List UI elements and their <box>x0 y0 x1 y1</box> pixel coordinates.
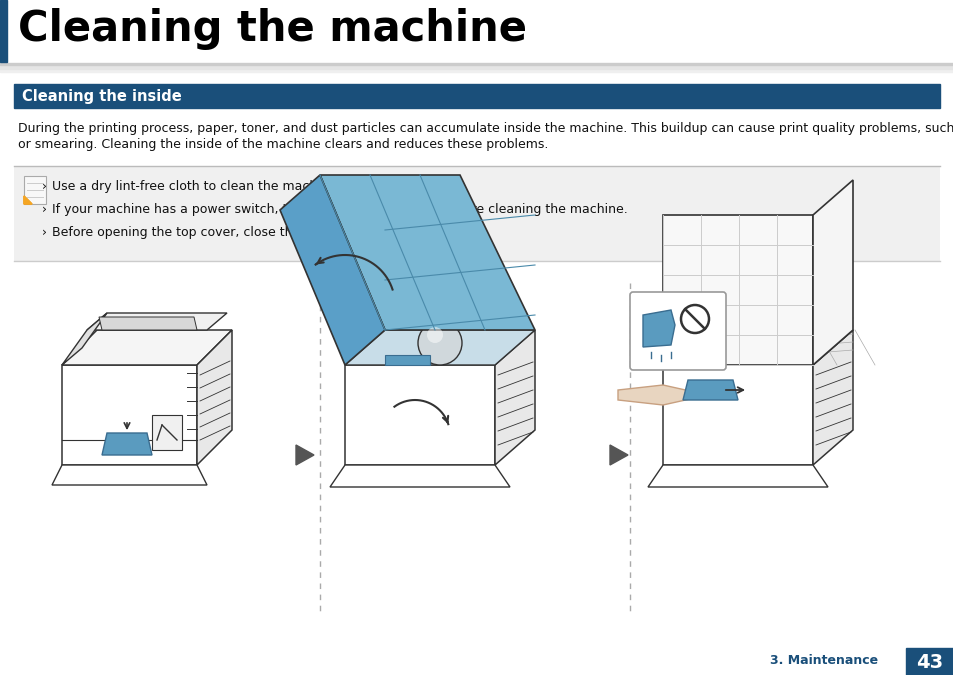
Bar <box>152 415 182 450</box>
Text: ›: › <box>42 180 51 193</box>
Text: 3. Maintenance: 3. Maintenance <box>769 654 877 667</box>
Text: During the printing process, paper, toner, and dust particles can accumulate ins: During the printing process, paper, tone… <box>18 122 953 135</box>
Polygon shape <box>345 365 495 465</box>
Polygon shape <box>62 313 107 365</box>
Polygon shape <box>812 330 852 465</box>
Polygon shape <box>99 317 196 330</box>
Polygon shape <box>62 365 196 465</box>
Text: If your machine has a power switch, turn the power switch off before cleaning th: If your machine has a power switch, turn… <box>52 203 627 216</box>
Bar <box>24 176 46 204</box>
Text: ›: › <box>42 203 51 216</box>
Polygon shape <box>682 380 738 400</box>
Polygon shape <box>330 465 510 487</box>
Bar <box>905 648 953 675</box>
Polygon shape <box>642 310 675 347</box>
Polygon shape <box>609 445 627 465</box>
Polygon shape <box>319 175 535 330</box>
Polygon shape <box>87 313 227 330</box>
Text: Use a dry lint-free cloth to clean the machine.: Use a dry lint-free cloth to clean the m… <box>52 180 340 193</box>
Polygon shape <box>495 330 535 465</box>
Polygon shape <box>52 465 207 485</box>
Polygon shape <box>662 330 852 365</box>
Polygon shape <box>345 330 535 365</box>
Polygon shape <box>196 330 232 465</box>
FancyBboxPatch shape <box>629 292 725 370</box>
Bar <box>0 68 953 72</box>
Polygon shape <box>295 445 314 465</box>
Text: or smearing. Cleaning the inside of the machine clears and reduces these problem: or smearing. Cleaning the inside of the … <box>18 138 548 151</box>
Text: 43: 43 <box>916 653 943 672</box>
Polygon shape <box>24 196 32 204</box>
Bar <box>14 84 939 108</box>
Polygon shape <box>618 385 707 405</box>
Polygon shape <box>24 196 32 204</box>
Polygon shape <box>662 215 812 365</box>
Text: Cleaning the inside: Cleaning the inside <box>22 89 182 104</box>
Bar <box>0 0 7 62</box>
Text: Cleaning the machine: Cleaning the machine <box>18 8 526 50</box>
Polygon shape <box>647 465 827 487</box>
Polygon shape <box>62 330 232 365</box>
Polygon shape <box>102 433 152 455</box>
Polygon shape <box>662 365 812 465</box>
Circle shape <box>427 327 442 343</box>
Text: ›: › <box>42 226 51 239</box>
Text: Before opening the top cover, close the output support first.: Before opening the top cover, close the … <box>52 226 429 239</box>
Polygon shape <box>812 180 852 365</box>
Bar <box>0 63 953 65</box>
Bar <box>0 65 953 68</box>
Bar <box>14 166 939 261</box>
Polygon shape <box>280 175 385 365</box>
Circle shape <box>417 321 461 365</box>
Polygon shape <box>385 355 430 365</box>
